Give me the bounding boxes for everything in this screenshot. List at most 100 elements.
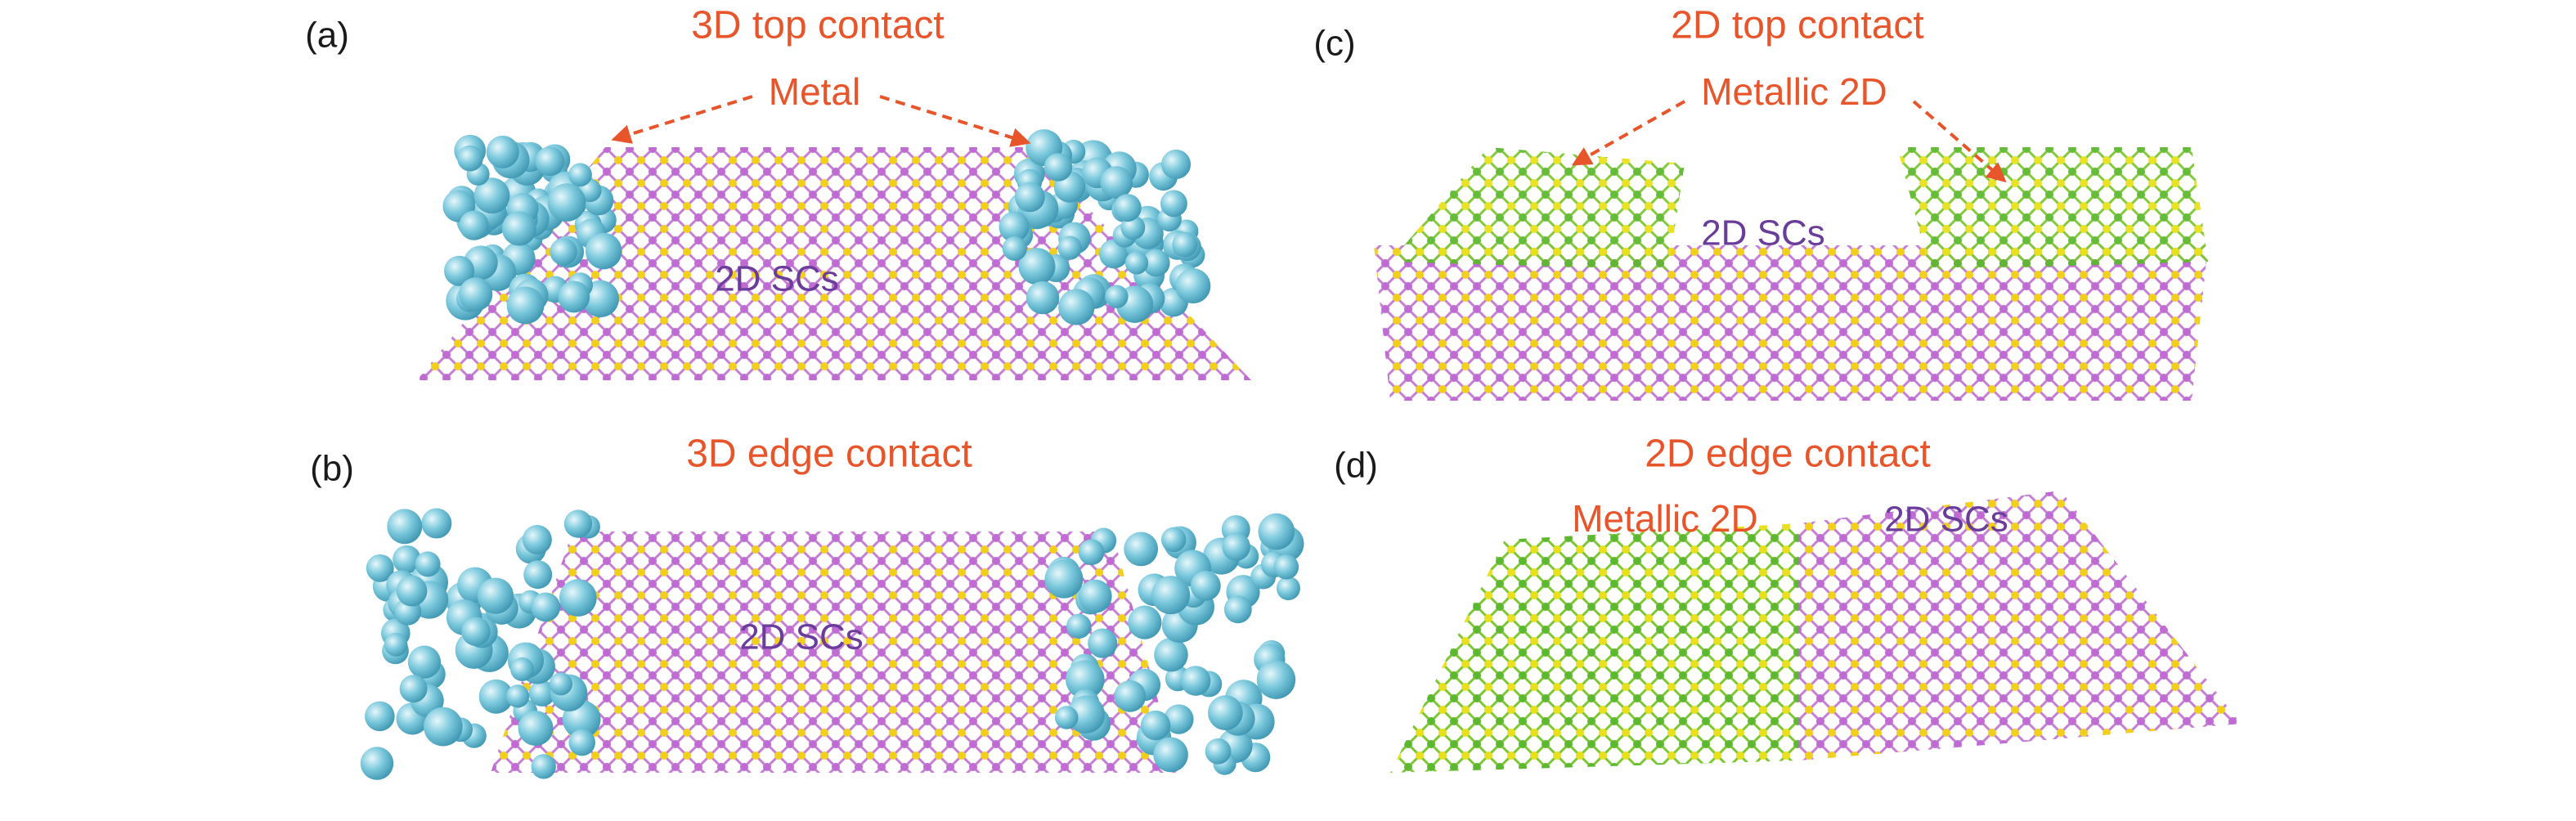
metal-atom xyxy=(1058,289,1095,325)
metal-atom xyxy=(1258,513,1295,550)
annotation: Metallic 2D xyxy=(1572,497,1758,540)
metal-atom xyxy=(1276,576,1301,600)
metal-atom xyxy=(1160,190,1187,218)
metal-atom xyxy=(1002,236,1027,261)
metal-atom xyxy=(563,509,593,538)
metal-atom xyxy=(1015,182,1045,213)
metal-atom xyxy=(568,729,596,756)
metal-atom xyxy=(384,633,408,657)
metal-atom xyxy=(999,211,1030,243)
metal-atom xyxy=(486,135,519,168)
annotation: Metal xyxy=(769,70,860,113)
metal-atom xyxy=(459,210,489,240)
metal-atom xyxy=(1273,554,1299,580)
panel-label: (b) xyxy=(310,449,354,489)
metal-atom xyxy=(1208,695,1243,730)
annotation: Metallic 2D xyxy=(1701,70,1887,113)
metal-atom xyxy=(1078,579,1112,613)
metal-atom xyxy=(1018,248,1056,285)
metal-atom xyxy=(461,617,491,647)
metal-atom xyxy=(1190,570,1221,601)
metal-atom xyxy=(1154,637,1188,672)
metal-atom xyxy=(1164,704,1194,734)
metal-atom xyxy=(365,701,395,732)
panel-label: (a) xyxy=(305,16,349,56)
metal-atom xyxy=(457,145,483,172)
metal-atom xyxy=(1025,280,1060,315)
metal-atom xyxy=(473,177,510,214)
metal-atom xyxy=(547,183,586,222)
metal-atom xyxy=(505,684,530,708)
arrow xyxy=(1571,100,1685,166)
metal-atom xyxy=(396,575,428,607)
annotation: 2D SCs xyxy=(1701,213,1825,253)
lattice-b xyxy=(491,532,1178,773)
annotation: 2D SCs xyxy=(715,259,839,299)
metal-atom xyxy=(459,277,493,312)
metal-atom xyxy=(510,657,534,681)
metal-sheet-c-left xyxy=(1390,147,1685,270)
metal-atom xyxy=(423,707,463,747)
metal-atom xyxy=(522,525,552,554)
metal-atom xyxy=(1113,194,1142,222)
panel-title: 2D edge contact xyxy=(1645,433,1931,476)
metal-atom xyxy=(518,711,554,747)
metal-atom xyxy=(1222,532,1250,561)
metal-atom xyxy=(559,579,597,617)
metal-atom xyxy=(1153,737,1188,773)
arrow xyxy=(1912,100,2007,183)
metal-atom xyxy=(528,680,555,707)
metal-atom xyxy=(585,232,622,270)
annotation: 2D SCs xyxy=(1884,500,2008,540)
metal-atom xyxy=(506,286,545,325)
metal-atom xyxy=(415,551,441,577)
metal-atom xyxy=(1124,251,1149,275)
metal-atom xyxy=(366,554,394,582)
metal-atom xyxy=(407,645,442,679)
metal-atom xyxy=(549,672,572,696)
lattice-d-sc xyxy=(1799,491,2241,760)
metal-atom xyxy=(1066,660,1105,699)
metal-atom xyxy=(535,146,565,177)
metal-atom xyxy=(399,675,428,703)
metal-atom xyxy=(1043,153,1073,182)
metal-atom xyxy=(1256,660,1296,699)
metal-atom xyxy=(1100,166,1133,199)
metal-atom xyxy=(1140,710,1171,741)
panel-title: 3D edge contact xyxy=(686,433,972,476)
annotation: 2D SCs xyxy=(739,617,864,657)
metal-atom xyxy=(1078,539,1105,566)
metal-atom xyxy=(1105,285,1129,308)
metal-atom xyxy=(1151,576,1191,615)
metal-sheet-c-right xyxy=(1897,147,2208,270)
metal-atom xyxy=(1180,666,1211,696)
metal-atom xyxy=(1223,595,1252,624)
metal-atom xyxy=(1205,738,1232,765)
metal-atom xyxy=(421,508,452,539)
metal-atom xyxy=(1044,559,1084,599)
metal-atom xyxy=(444,255,475,286)
metal-atom xyxy=(550,238,577,266)
metal-atom xyxy=(531,754,556,779)
arrow xyxy=(879,95,1031,147)
metal-atom xyxy=(1128,605,1162,639)
metal-atom xyxy=(1066,613,1092,639)
metal-atom xyxy=(360,747,394,780)
metal-atom xyxy=(558,280,590,313)
panel-label: (c) xyxy=(1313,24,1355,64)
metal-atom xyxy=(1114,680,1147,712)
metal-atom xyxy=(477,577,514,614)
metal-atom xyxy=(478,679,514,714)
panel-title: 2D top contact xyxy=(1671,4,1924,47)
metal-atom xyxy=(387,509,423,545)
metal-atom xyxy=(501,211,536,246)
lattice-d-metal xyxy=(1390,523,1799,773)
metal-atom xyxy=(1055,706,1079,729)
metal-atom xyxy=(1057,236,1082,260)
metal-atom xyxy=(531,592,561,622)
metal-atom xyxy=(1160,149,1192,180)
metal-atom xyxy=(568,163,592,187)
metal-atom xyxy=(1160,527,1187,553)
metal-atom xyxy=(1175,268,1211,304)
